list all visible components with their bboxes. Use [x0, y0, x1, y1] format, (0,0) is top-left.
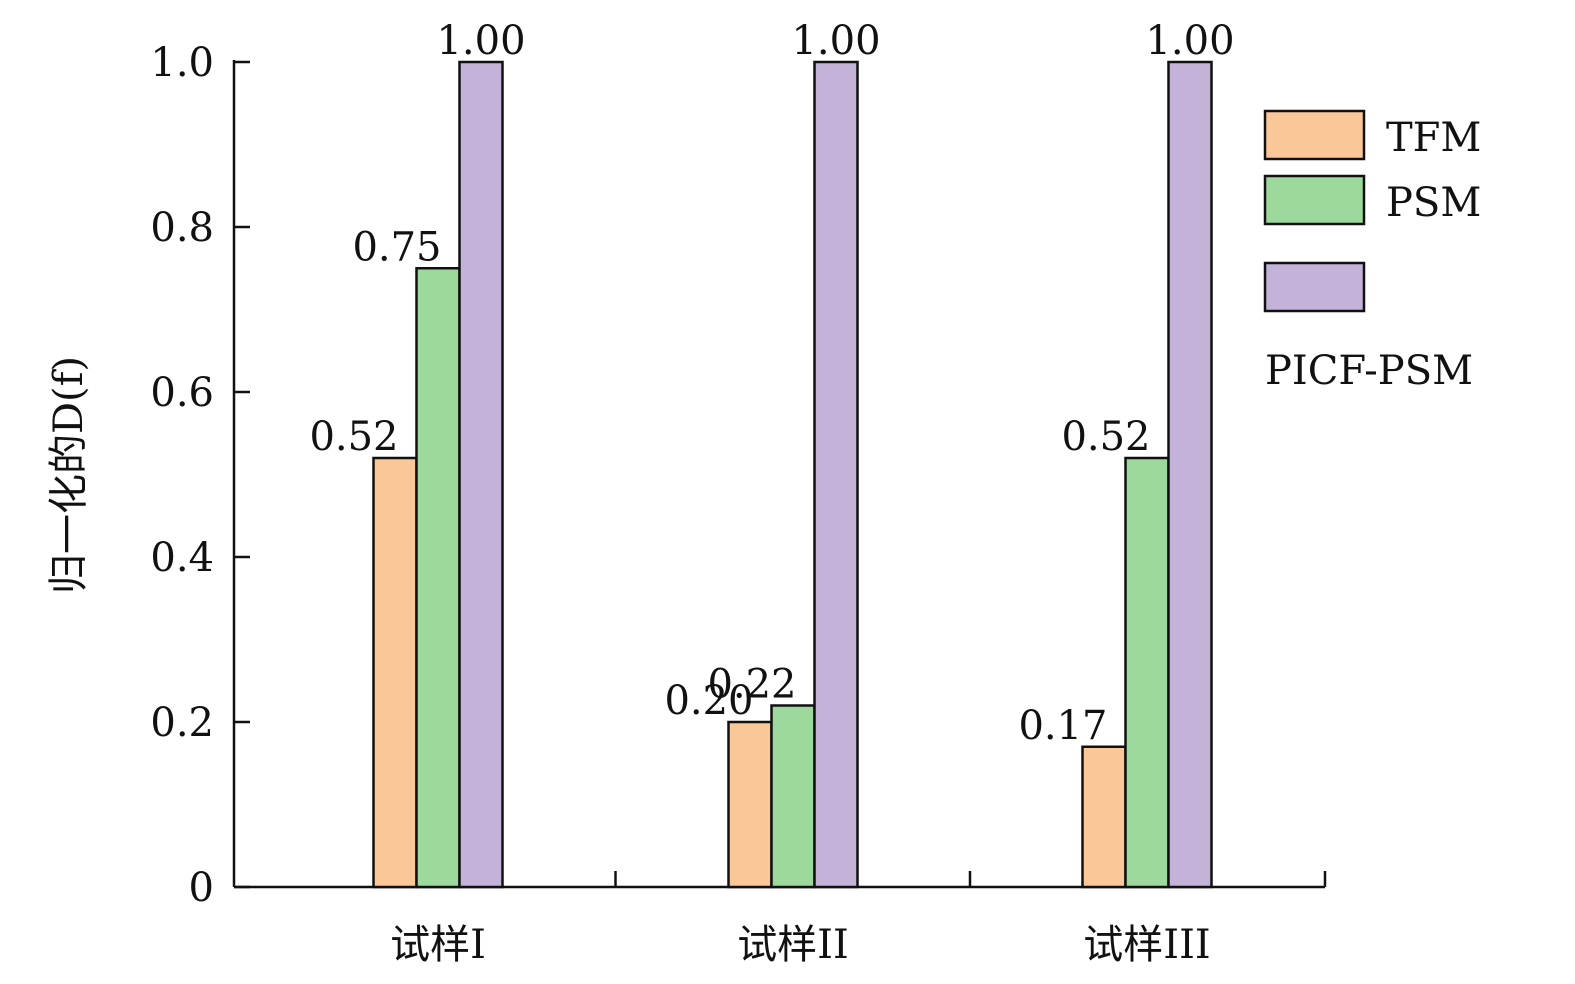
data-label: 0.17 — [1018, 703, 1107, 749]
bar — [415, 267, 461, 889]
bar-labels: 0.52 0.75 1.00 0.200.22 1.00 0.17 0.52 1.00 — [309, 18, 1234, 749]
bar — [1081, 745, 1127, 889]
legend-label: TFM — [1386, 115, 1481, 161]
y-tick-label: 0.2 — [150, 700, 214, 746]
axes: 0 0.2 0.4 0.6 0.8 1.0 试样I 试样II 试样III — [150, 40, 1327, 968]
bar — [813, 60, 859, 889]
legend: TFM PSM PICF-PSM — [1263, 109, 1481, 394]
data-label: 1.00 — [436, 18, 525, 64]
bar — [458, 60, 504, 889]
y-tick-label: 0 — [189, 865, 214, 911]
bar — [372, 456, 418, 889]
data-label: 0.52 — [1061, 414, 1150, 460]
data-label: 0.22 — [707, 662, 796, 708]
x-tick-label: 试样II — [737, 922, 849, 968]
y-tick-label: 0.6 — [150, 370, 214, 416]
data-label: 1.00 — [1145, 18, 1234, 64]
y-tick-label: 1.0 — [150, 40, 214, 86]
legend-swatch — [1263, 261, 1366, 313]
data-label: 0.52 — [309, 414, 398, 460]
y-tick-label: 0.8 — [150, 205, 214, 251]
legend-swatch — [1263, 174, 1366, 226]
data-label: 1.00 — [791, 18, 880, 64]
y-tick-label: 0.4 — [150, 535, 214, 581]
x-tick-label: 试样I — [390, 922, 486, 968]
x-tick-label: 试样III — [1083, 922, 1210, 968]
data-label: 0.20 — [664, 678, 753, 724]
data-label: 0.75 — [352, 224, 441, 270]
bar — [770, 704, 816, 889]
bar — [1167, 60, 1213, 889]
bar — [727, 720, 773, 889]
y-axis-label: 归一化的D(f) — [46, 356, 92, 594]
legend-label: PSM — [1386, 180, 1481, 226]
legend-swatch — [1263, 109, 1366, 161]
bars — [372, 60, 1213, 889]
legend-label: PICF-PSM — [1265, 348, 1473, 394]
bar — [1124, 456, 1170, 889]
